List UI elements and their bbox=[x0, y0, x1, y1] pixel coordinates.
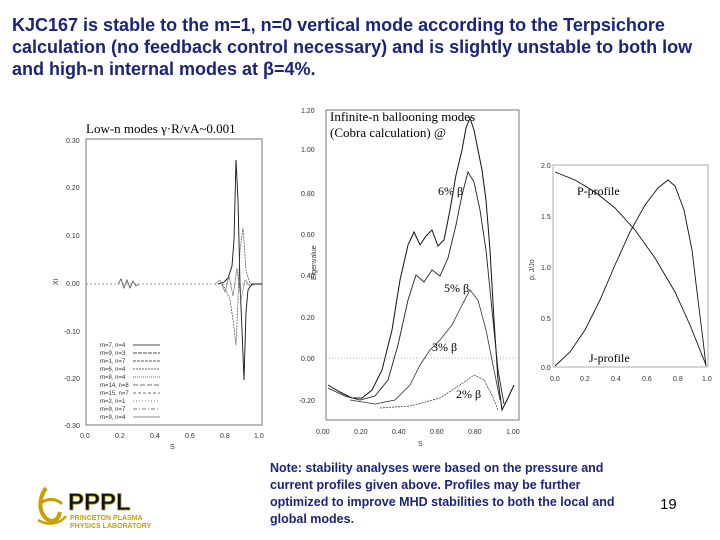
right-xtick-6: 1.0 bbox=[702, 376, 712, 383]
center-curve-5pct bbox=[327, 170, 505, 405]
center-plot-caption-line2: (Cobra calculation) @ bbox=[330, 125, 446, 140]
left-legend-6: m=14, n=8 bbox=[100, 383, 129, 389]
center-xtick-6: 1.00 bbox=[506, 429, 520, 436]
right-p-label: P-profile bbox=[577, 184, 620, 198]
center-label-6pct: 6% β bbox=[438, 184, 463, 198]
right-ylabel: p, J/Jo bbox=[529, 259, 536, 280]
center-ylabel: Eigenvalue bbox=[311, 245, 318, 280]
center-xtick-1: 0.00 bbox=[316, 429, 330, 436]
left-legend-5: m=8, n=4 bbox=[100, 375, 126, 381]
left-xtick-1: 0.0 bbox=[80, 433, 90, 440]
right-j-profile-curve bbox=[554, 179, 707, 367]
center-ytick-6: 0.20 bbox=[301, 315, 315, 322]
center-ytick-1: 1.20 bbox=[301, 108, 315, 115]
center-ytick-2: 1.00 bbox=[301, 147, 315, 154]
left-legend: m=7, n=4 m=9, n=3 m=1, n=7 m=6, n=4 m=8,… bbox=[100, 343, 160, 421]
center-plot-frame bbox=[325, 109, 520, 421]
right-j-label: J-profile bbox=[589, 351, 630, 365]
left-ytick-7: -0.30 bbox=[64, 423, 80, 430]
left-ytick-1: 0.30 bbox=[66, 138, 80, 145]
note-text: Note: stability analyses were based on t… bbox=[270, 461, 615, 526]
center-label-3pct: 3% β bbox=[432, 340, 457, 354]
left-ytick-5: -0.10 bbox=[64, 329, 80, 336]
left-ytick-6: -0.20 bbox=[64, 376, 80, 383]
left-mode-wiggle-inner bbox=[117, 278, 140, 290]
right-xtick-3: 0.4 bbox=[611, 376, 621, 383]
right-p-profile-curve bbox=[554, 171, 707, 366]
center-xlabel: S bbox=[418, 441, 423, 448]
left-legend-1: m=7, n=4 bbox=[100, 343, 126, 349]
center-xtick-2: 0.20 bbox=[354, 429, 368, 436]
center-ytick-4: 0.60 bbox=[301, 232, 315, 239]
left-legend-7: m=15, n=7 bbox=[100, 391, 129, 397]
left-legend-2: m=9, n=3 bbox=[100, 351, 126, 357]
slide-title: KJC167 is stable to the m=1, n=0 vertica… bbox=[12, 15, 693, 79]
center-curve-3pct bbox=[349, 289, 501, 405]
right-ytick-5: 0.0 bbox=[541, 365, 551, 372]
right-ytick-3: 1.0 bbox=[541, 265, 551, 272]
right-plot-frame bbox=[552, 164, 709, 368]
left-xtick-3: 0.4 bbox=[150, 433, 160, 440]
left-ytick-2: 0.20 bbox=[66, 185, 80, 192]
center-ytick-7: 0.00 bbox=[301, 356, 315, 363]
left-legend-8: m=2, n=1 bbox=[100, 399, 126, 405]
left-xtick-5: 0.8 bbox=[220, 433, 230, 440]
logo-mark bbox=[37, 486, 67, 525]
right-xtick-2: 0.2 bbox=[580, 376, 590, 383]
right-ytick-2: 1.5 bbox=[541, 214, 551, 221]
page-number: 19 bbox=[660, 496, 677, 513]
logo-swoosh-3 bbox=[37, 515, 67, 525]
left-plot: 0.30 0.20 0.10 0.00 -0.10 -0.20 -0.30 0.… bbox=[53, 138, 264, 451]
right-plot: 2.0 1.5 1.0 0.5 0.0 0.0 0.2 0.4 0.6 0.8 … bbox=[529, 163, 712, 383]
right-ytick-1: 2.0 bbox=[541, 163, 551, 170]
left-legend-4: m=6, n=4 bbox=[100, 367, 126, 373]
right-ytick-4: 0.5 bbox=[541, 316, 551, 323]
left-xtick-6: 1.0 bbox=[254, 433, 264, 440]
center-xtick-3: 0.40 bbox=[392, 429, 406, 436]
left-mode-spike-2 bbox=[221, 227, 251, 346]
left-xtick-4: 0.6 bbox=[185, 433, 195, 440]
left-plot-caption: Low-n modes γ·R/vA~0.001 bbox=[86, 121, 236, 136]
center-curve-6pct bbox=[327, 116, 515, 412]
left-legend-3: m=1, n=7 bbox=[100, 359, 126, 365]
center-ytick-8: -0.20 bbox=[299, 398, 315, 405]
left-ytick-3: 0.10 bbox=[66, 233, 80, 240]
left-mode-spike-3 bbox=[214, 267, 257, 301]
center-plot: 1.20 1.00 0.80 0.60 0.40 0.20 0.00 -0.20… bbox=[299, 108, 520, 448]
center-curve-2pct bbox=[379, 374, 499, 411]
left-legend-10: m=9, n=4 bbox=[100, 415, 126, 421]
center-label-2pct: 2% β bbox=[456, 387, 481, 401]
right-xtick-4: 0.6 bbox=[642, 376, 652, 383]
center-ytick-5: 0.40 bbox=[301, 273, 315, 280]
center-plot-caption-line1: Infinite-n ballooning modes bbox=[330, 109, 476, 124]
left-xtick-2: 0.2 bbox=[115, 433, 125, 440]
logo-line2: PHYSICS LABORATORY bbox=[70, 523, 151, 530]
left-xlabel: S bbox=[170, 444, 175, 451]
left-legend-9: m=9, n=7 bbox=[100, 407, 126, 413]
left-ylabel: Xi bbox=[53, 278, 60, 285]
left-ytick-4: 0.00 bbox=[66, 281, 80, 288]
logo-swoosh-2 bbox=[38, 498, 64, 506]
center-ytick-3: 0.80 bbox=[301, 191, 315, 198]
left-plot-frame bbox=[85, 138, 263, 426]
logo-swoosh-1 bbox=[38, 486, 62, 523]
center-xtick-4: 0.60 bbox=[430, 429, 444, 436]
center-label-5pct: 5% β bbox=[444, 281, 469, 295]
right-xtick-1: 0.0 bbox=[550, 376, 560, 383]
logo-line1: PRINCETON PLASMA bbox=[70, 515, 143, 522]
right-xtick-5: 0.8 bbox=[673, 376, 683, 383]
left-mode-spike-1 bbox=[217, 159, 262, 381]
center-xtick-5: 0.80 bbox=[468, 429, 482, 436]
logo-wordmark: PPPL bbox=[68, 489, 131, 516]
pppl-logo: PPPL PRINCETON PLASMA PHYSICS LABORATORY bbox=[37, 486, 151, 530]
